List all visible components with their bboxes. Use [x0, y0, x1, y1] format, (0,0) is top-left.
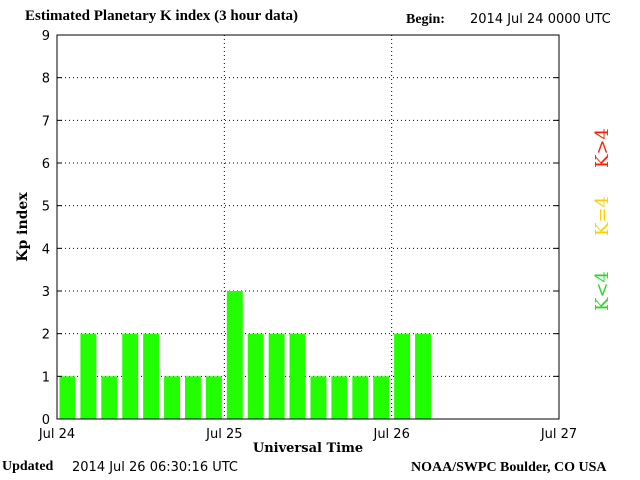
- y-tick-label: 6: [42, 157, 50, 172]
- y-axis-label: Kp index: [15, 192, 31, 262]
- kp-bar: [164, 376, 180, 419]
- kp-bar: [310, 376, 327, 419]
- legend: K>4 K=4 K<4: [592, 128, 613, 311]
- y-tick-label: 1: [42, 370, 50, 385]
- kp-bar: [226, 291, 243, 419]
- x-tick-label: Jul 25: [205, 427, 242, 442]
- y-tick-label: 3: [42, 285, 50, 300]
- y-tick-label: 5: [42, 200, 50, 215]
- x-tick-label: Jul 26: [372, 427, 409, 442]
- grid-lines: [57, 35, 559, 419]
- y-tick-label: 9: [42, 29, 50, 44]
- kp-bar: [247, 333, 264, 419]
- bar-series: [59, 291, 431, 419]
- y-tick-label: 8: [42, 72, 50, 87]
- kp-bar: [59, 376, 76, 419]
- kp-bar: [122, 333, 139, 419]
- x-axis-ticks: Jul 24 Jul 25 Jul 26 Jul 27: [38, 427, 577, 442]
- y-tick-label: 0: [42, 413, 50, 428]
- kp-bar: [373, 376, 390, 419]
- legend-k-equal-4: K=4: [592, 196, 613, 236]
- kp-bar: [331, 376, 348, 419]
- kp-bar: [289, 333, 306, 419]
- kp-bar: [415, 333, 431, 419]
- chart-title: Estimated Planetary K index (3 hour data…: [25, 8, 299, 24]
- updated-value: 2014 Jul 26 06:30:16 UTC: [72, 460, 238, 475]
- kp-bar: [101, 376, 118, 419]
- kp-bar: [352, 376, 369, 419]
- x-axis-label: Universal Time: [253, 441, 363, 456]
- begin-value: 2014 Jul 24 0000 UTC: [470, 12, 611, 27]
- kp-bar: [394, 333, 411, 419]
- kp-bar: [143, 333, 160, 419]
- legend-k-less-4: K<4: [592, 271, 613, 311]
- x-tick-label: Jul 27: [540, 427, 577, 442]
- legend-k-greater-4: K>4: [592, 128, 613, 168]
- x-tick-label: Jul 24: [38, 427, 75, 442]
- y-tick-label: 4: [42, 242, 50, 257]
- kp-bar: [80, 333, 97, 419]
- kp-bar: [268, 333, 285, 419]
- y-tick-label: 7: [42, 114, 50, 129]
- updated-label: Updated: [2, 459, 54, 474]
- kp-bar: [185, 376, 201, 419]
- y-axis-ticks: 0 1 2 3 4 5 6 7 8 9: [42, 29, 559, 428]
- begin-label: Begin:: [406, 12, 445, 27]
- source-credit: NOAA/SWPC Boulder, CO USA: [411, 460, 607, 475]
- plot-frame: [56, 34, 560, 420]
- kp-bar: [205, 376, 222, 419]
- y-tick-label: 2: [42, 328, 50, 343]
